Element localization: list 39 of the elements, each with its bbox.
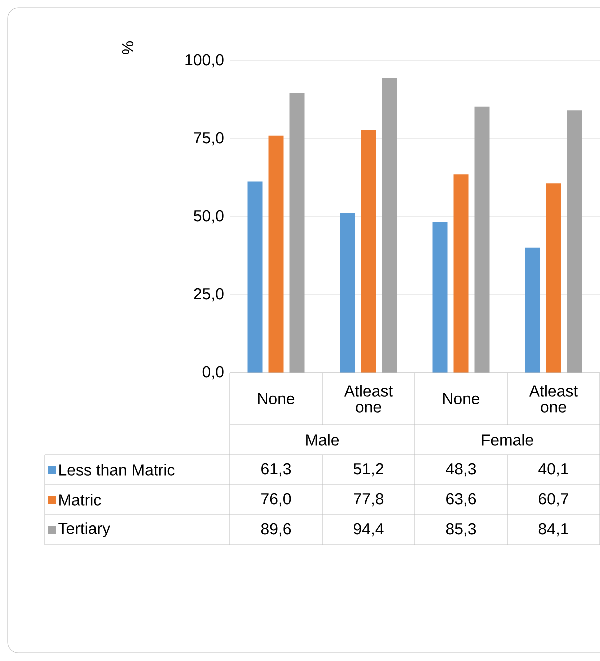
- y-tick-label: 100,0: [186, 54, 224, 68]
- bar: [567, 110, 582, 374]
- bar: [454, 174, 469, 374]
- data-label: 89,6: [261, 523, 292, 537]
- y-tick-label: 75,0: [194, 132, 224, 146]
- data-label: 61,3: [262, 463, 292, 477]
- data-label: 76,0: [262, 493, 292, 507]
- data-label: 60,7: [539, 493, 568, 507]
- bar: [525, 248, 540, 374]
- bar: [268, 136, 284, 374]
- text: Male: [306, 434, 340, 446]
- y-tick-label: 25,0: [194, 288, 224, 302]
- text: Female: [482, 434, 534, 446]
- x-tick-label: Atleast one: [529, 385, 578, 413]
- x-tick-label: None: [258, 393, 295, 405]
- x-tick-label: None: [444, 393, 480, 405]
- data-label: 77,8: [354, 493, 384, 507]
- data-label: 63,6: [446, 493, 476, 507]
- bar: [474, 106, 490, 374]
- y-tick-label: 0,0: [202, 366, 224, 380]
- data-label: 48,3: [446, 463, 476, 477]
- bar: [248, 182, 263, 374]
- legend-label: Matric: [60, 494, 102, 506]
- bar: [546, 184, 562, 374]
- bar: [432, 222, 448, 374]
- data-label: 85,3: [446, 523, 476, 537]
- data-label: 94,4: [354, 523, 384, 537]
- bar: [340, 213, 356, 374]
- bar: [361, 130, 376, 374]
- bar: [290, 93, 305, 374]
- data-label: 40,1: [538, 463, 568, 477]
- x-tick-label: Atleast one: [344, 385, 393, 413]
- data-label: 51,2: [354, 463, 384, 477]
- legend-label: Less than Matric: [60, 464, 175, 476]
- data-label: 84,1: [538, 523, 568, 537]
- y-tick-label: 50,0: [194, 210, 224, 224]
- bar: [382, 78, 398, 374]
- legend-label: Tertiary: [58, 522, 110, 538]
- y-axis-title: %: [122, 41, 134, 55]
